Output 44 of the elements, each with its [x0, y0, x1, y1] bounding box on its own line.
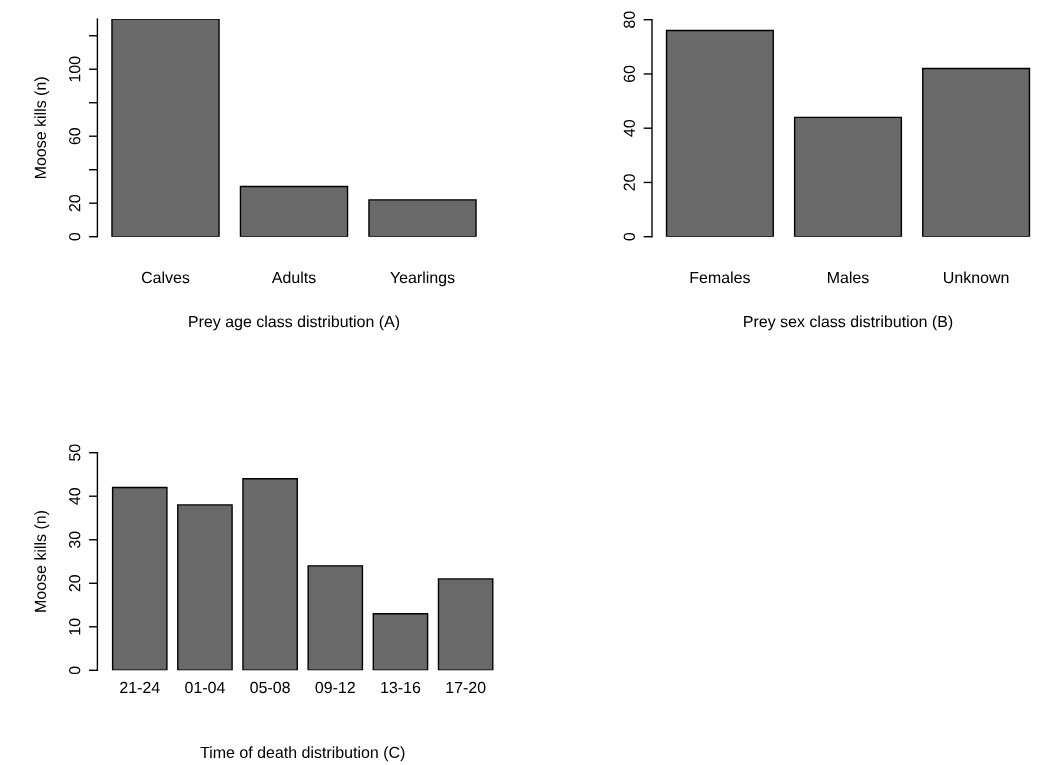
bar [665, 29, 774, 237]
bar [368, 199, 477, 237]
y-tick-label: 60 [623, 65, 635, 83]
x-tick-label: 17-20 [446, 681, 486, 694]
x-tick-label: Calves [141, 271, 190, 284]
y-tick-label: 10 [69, 618, 81, 635]
y-tick-label: 60 [69, 127, 81, 145]
y-tick-label: 100 [69, 56, 81, 82]
x-axis-title: Prey age class distribution (A) [189, 315, 400, 331]
bar [372, 613, 429, 671]
y-tick-label: 0 [69, 666, 81, 675]
y-tick-label: 20 [623, 174, 635, 191]
bar [922, 67, 1031, 237]
y-tick-label: 20 [69, 575, 81, 592]
x-tick-label: 13-16 [381, 681, 421, 694]
bar [239, 185, 349, 237]
y-tick-label: 40 [623, 119, 635, 137]
x-tick-label: Unknown [944, 271, 1009, 284]
x-axis-title: Prey sex class distribution (B) [744, 315, 953, 331]
y-tick-label: 30 [69, 531, 81, 549]
x-tick-label: Males [828, 271, 869, 284]
bar [111, 486, 168, 671]
y-tick-label: 80 [623, 11, 635, 28]
x-tick-label: 21-24 [120, 681, 160, 693]
y-tick-label: 50 [69, 444, 81, 461]
x-tick-label: 01-04 [185, 681, 225, 694]
bar [437, 578, 494, 671]
y-axis-title: Moose kills (n) [34, 77, 50, 179]
y-tick-label: 0 [69, 232, 81, 241]
x-tick-label: Females [690, 271, 750, 284]
bar [111, 19, 220, 237]
x-axis-title: Time of death distribution (C) [200, 746, 405, 762]
x-tick-label: 05-08 [250, 681, 290, 694]
x-tick-label: 09-12 [315, 681, 355, 694]
y-tick-label: 0 [623, 232, 635, 241]
bar [793, 116, 903, 237]
bar [242, 478, 298, 671]
x-tick-label: Yearlings [390, 271, 455, 287]
bar [177, 504, 233, 671]
y-tick-label: 40 [69, 487, 81, 505]
y-tick-label: 20 [69, 194, 81, 212]
y-axis-title: Moose kills (n) [34, 511, 50, 612]
x-tick-label: Adults [271, 271, 316, 284]
bar [307, 565, 364, 671]
